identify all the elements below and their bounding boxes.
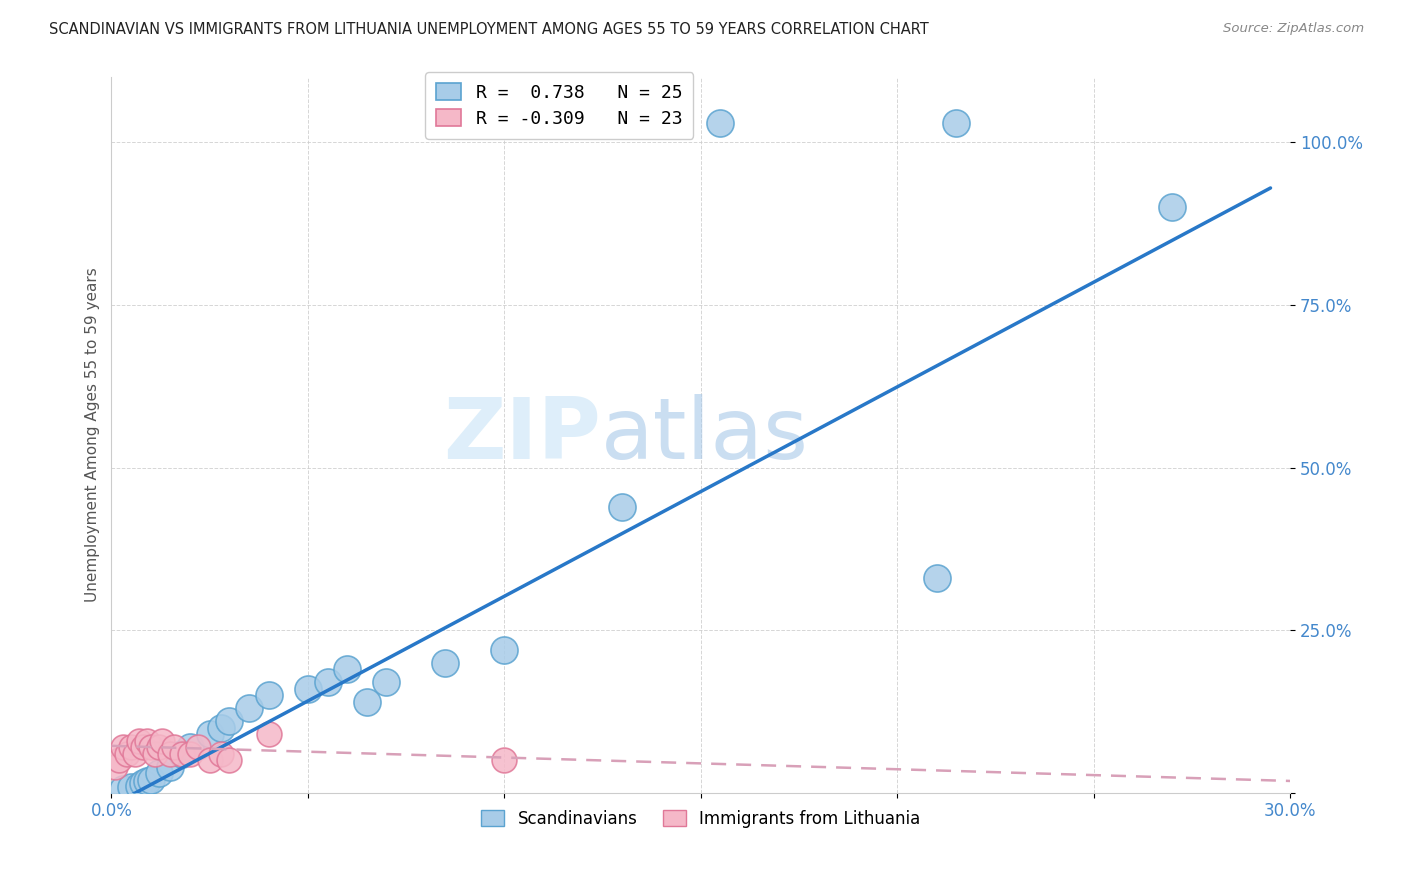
Point	[316, 675, 339, 690]
Point	[135, 733, 157, 747]
Point	[209, 747, 232, 761]
Point	[128, 733, 150, 747]
Point	[945, 116, 967, 130]
Y-axis label: Unemployment Among Ages 55 to 59 years: Unemployment Among Ages 55 to 59 years	[86, 268, 100, 602]
Text: SCANDINAVIAN VS IMMIGRANTS FROM LITHUANIA UNEMPLOYMENT AMONG AGES 55 TO 59 YEARS: SCANDINAVIAN VS IMMIGRANTS FROM LITHUANI…	[49, 22, 929, 37]
Point	[925, 571, 948, 585]
Point	[120, 780, 142, 795]
Point	[163, 740, 186, 755]
Legend: Scandinavians, Immigrants from Lithuania: Scandinavians, Immigrants from Lithuania	[474, 803, 927, 834]
Point	[148, 766, 170, 780]
Point	[434, 656, 457, 670]
Point	[115, 747, 138, 761]
Point	[132, 740, 155, 755]
Point	[494, 753, 516, 767]
Point	[494, 642, 516, 657]
Point	[257, 688, 280, 702]
Point	[108, 753, 131, 767]
Point	[135, 774, 157, 789]
Point	[356, 695, 378, 709]
Text: Source: ZipAtlas.com: Source: ZipAtlas.com	[1223, 22, 1364, 36]
Point	[124, 747, 146, 761]
Point	[257, 727, 280, 741]
Point	[218, 753, 240, 767]
Point	[112, 740, 135, 755]
Point	[238, 701, 260, 715]
Point	[152, 733, 174, 747]
Point	[148, 740, 170, 755]
Point	[172, 747, 194, 761]
Point	[112, 782, 135, 797]
Point	[159, 747, 181, 761]
Point	[132, 776, 155, 790]
Point	[198, 727, 221, 741]
Point	[120, 740, 142, 755]
Point	[143, 747, 166, 761]
Point	[612, 500, 634, 514]
Point	[218, 714, 240, 728]
Point	[709, 116, 731, 130]
Point	[104, 759, 127, 773]
Text: atlas: atlas	[600, 393, 808, 476]
Point	[179, 740, 201, 755]
Point	[159, 759, 181, 773]
Point	[187, 740, 209, 755]
Point	[179, 747, 201, 761]
Point	[297, 681, 319, 696]
Point	[198, 753, 221, 767]
Point	[209, 721, 232, 735]
Point	[336, 662, 359, 676]
Point	[128, 779, 150, 793]
Point	[172, 747, 194, 761]
Point	[139, 772, 162, 787]
Point	[139, 740, 162, 755]
Text: ZIP: ZIP	[443, 393, 600, 476]
Point	[375, 675, 398, 690]
Point	[1161, 201, 1184, 215]
